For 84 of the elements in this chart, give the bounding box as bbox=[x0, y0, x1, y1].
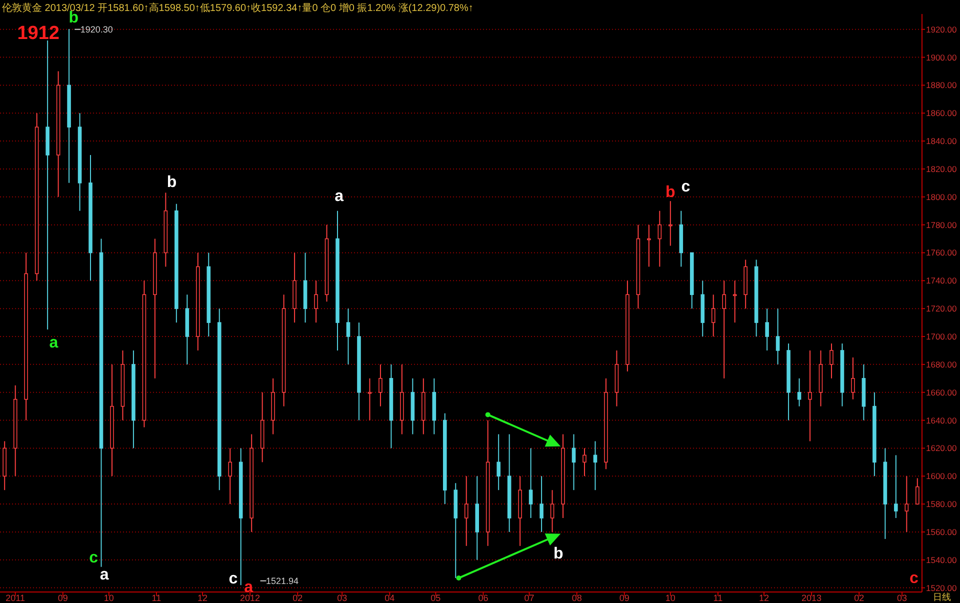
x-tick-label: 12 bbox=[197, 593, 208, 603]
annotation: a bbox=[49, 334, 58, 352]
x-tick-label: 03 bbox=[897, 593, 908, 603]
x-tick-label: 11 bbox=[152, 593, 162, 603]
annotation: a bbox=[100, 566, 109, 584]
x-tick-label: 10 bbox=[665, 593, 676, 603]
candlestick bbox=[528, 448, 533, 519]
y-tick-label: 1840.00 bbox=[926, 136, 957, 146]
x-tick-label: 2012 bbox=[240, 593, 260, 603]
y-tick-label: 1860.00 bbox=[926, 108, 957, 118]
y-tick-label: 1560.00 bbox=[926, 526, 957, 537]
candlestick bbox=[368, 378, 372, 421]
y-tick-label: 1820.00 bbox=[926, 164, 957, 174]
candlestick bbox=[228, 448, 232, 505]
x-tick-label: 2011 bbox=[6, 593, 26, 603]
annotation: a bbox=[334, 188, 344, 206]
y-tick-label: 1580.00 bbox=[926, 499, 957, 510]
y-tick-label: 1520.00 bbox=[926, 582, 957, 593]
x-tick-label: 09 bbox=[58, 593, 68, 603]
candlestick bbox=[916, 478, 920, 506]
candlestick bbox=[776, 308, 780, 365]
y-tick-label: 1720.00 bbox=[926, 304, 957, 314]
y-tick-label: 1740.00 bbox=[926, 276, 957, 286]
x-tick-label: 09 bbox=[619, 593, 630, 603]
x-tick-label: 05 bbox=[430, 593, 441, 603]
y-tick-label: 1700.00 bbox=[926, 331, 957, 342]
annotation: b bbox=[666, 184, 676, 201]
x-tick-label: 2013 bbox=[802, 593, 822, 603]
candlestick bbox=[904, 476, 909, 532]
y-tick-label: 1900.00 bbox=[926, 52, 957, 62]
annotation: b bbox=[166, 174, 177, 192]
candlestick bbox=[797, 378, 802, 407]
y-tick-label: 1880.00 bbox=[926, 80, 957, 90]
annotation: b bbox=[554, 546, 564, 563]
y-tick-label: 1800.00 bbox=[926, 192, 957, 202]
candlestick bbox=[314, 280, 318, 324]
x-tick-label: 03 bbox=[337, 593, 348, 603]
annotation: c bbox=[910, 570, 919, 587]
x-tick-label: 07 bbox=[524, 593, 534, 603]
y-tick-label: 1680.00 bbox=[926, 359, 957, 370]
x-tick-label: 06 bbox=[478, 593, 488, 603]
x-tick-label: 02 bbox=[854, 593, 864, 603]
y-tick-label: 1920.00 bbox=[926, 24, 957, 34]
y-tick-label: 1780.00 bbox=[926, 220, 957, 230]
annotation: c bbox=[228, 570, 238, 588]
x-tick-label: 02 bbox=[292, 593, 303, 603]
candlestick bbox=[658, 210, 662, 268]
candlestick bbox=[572, 434, 576, 491]
y-tick-label: 1600.00 bbox=[926, 471, 957, 482]
candlestick bbox=[711, 294, 716, 338]
y-tick-label: 1620.00 bbox=[926, 443, 957, 454]
candlestick bbox=[808, 350, 812, 442]
annotation: c bbox=[681, 178, 690, 196]
x-tick-label: 10 bbox=[104, 593, 114, 603]
candlestick bbox=[464, 476, 468, 546]
x-tick-label: 12 bbox=[758, 593, 769, 603]
candlestick bbox=[378, 364, 382, 407]
candlestick bbox=[540, 476, 544, 532]
y-tick-label: 1640.00 bbox=[926, 415, 957, 426]
candlestick bbox=[851, 356, 855, 400]
candlestick bbox=[722, 280, 726, 379]
y-tick-label: 1660.00 bbox=[926, 387, 957, 398]
y-tick-label: 1760.00 bbox=[926, 248, 957, 258]
x-tick-label: 08 bbox=[572, 593, 582, 603]
x-tick-label: 11 bbox=[713, 593, 723, 603]
candlestick bbox=[732, 280, 737, 324]
annotation: 1521.94 bbox=[266, 576, 299, 586]
candlestick bbox=[582, 448, 586, 477]
candlestick bbox=[550, 490, 554, 532]
candlestick bbox=[46, 40, 50, 330]
candlestick bbox=[668, 200, 672, 246]
text: 日线 bbox=[933, 592, 951, 602]
candlestick bbox=[765, 308, 769, 351]
y-tick-label: 1540.00 bbox=[926, 554, 957, 565]
x-tick-label: 04 bbox=[384, 593, 395, 603]
annotation: 1912 bbox=[17, 22, 60, 44]
annotation: c bbox=[89, 550, 98, 567]
candlestick bbox=[496, 434, 500, 491]
annotation: 1920.30 bbox=[80, 24, 113, 35]
candlestick bbox=[830, 342, 834, 379]
candlestick bbox=[593, 440, 598, 491]
candlestick bbox=[346, 308, 350, 365]
candlestick bbox=[894, 454, 898, 519]
candlestick bbox=[647, 224, 651, 268]
